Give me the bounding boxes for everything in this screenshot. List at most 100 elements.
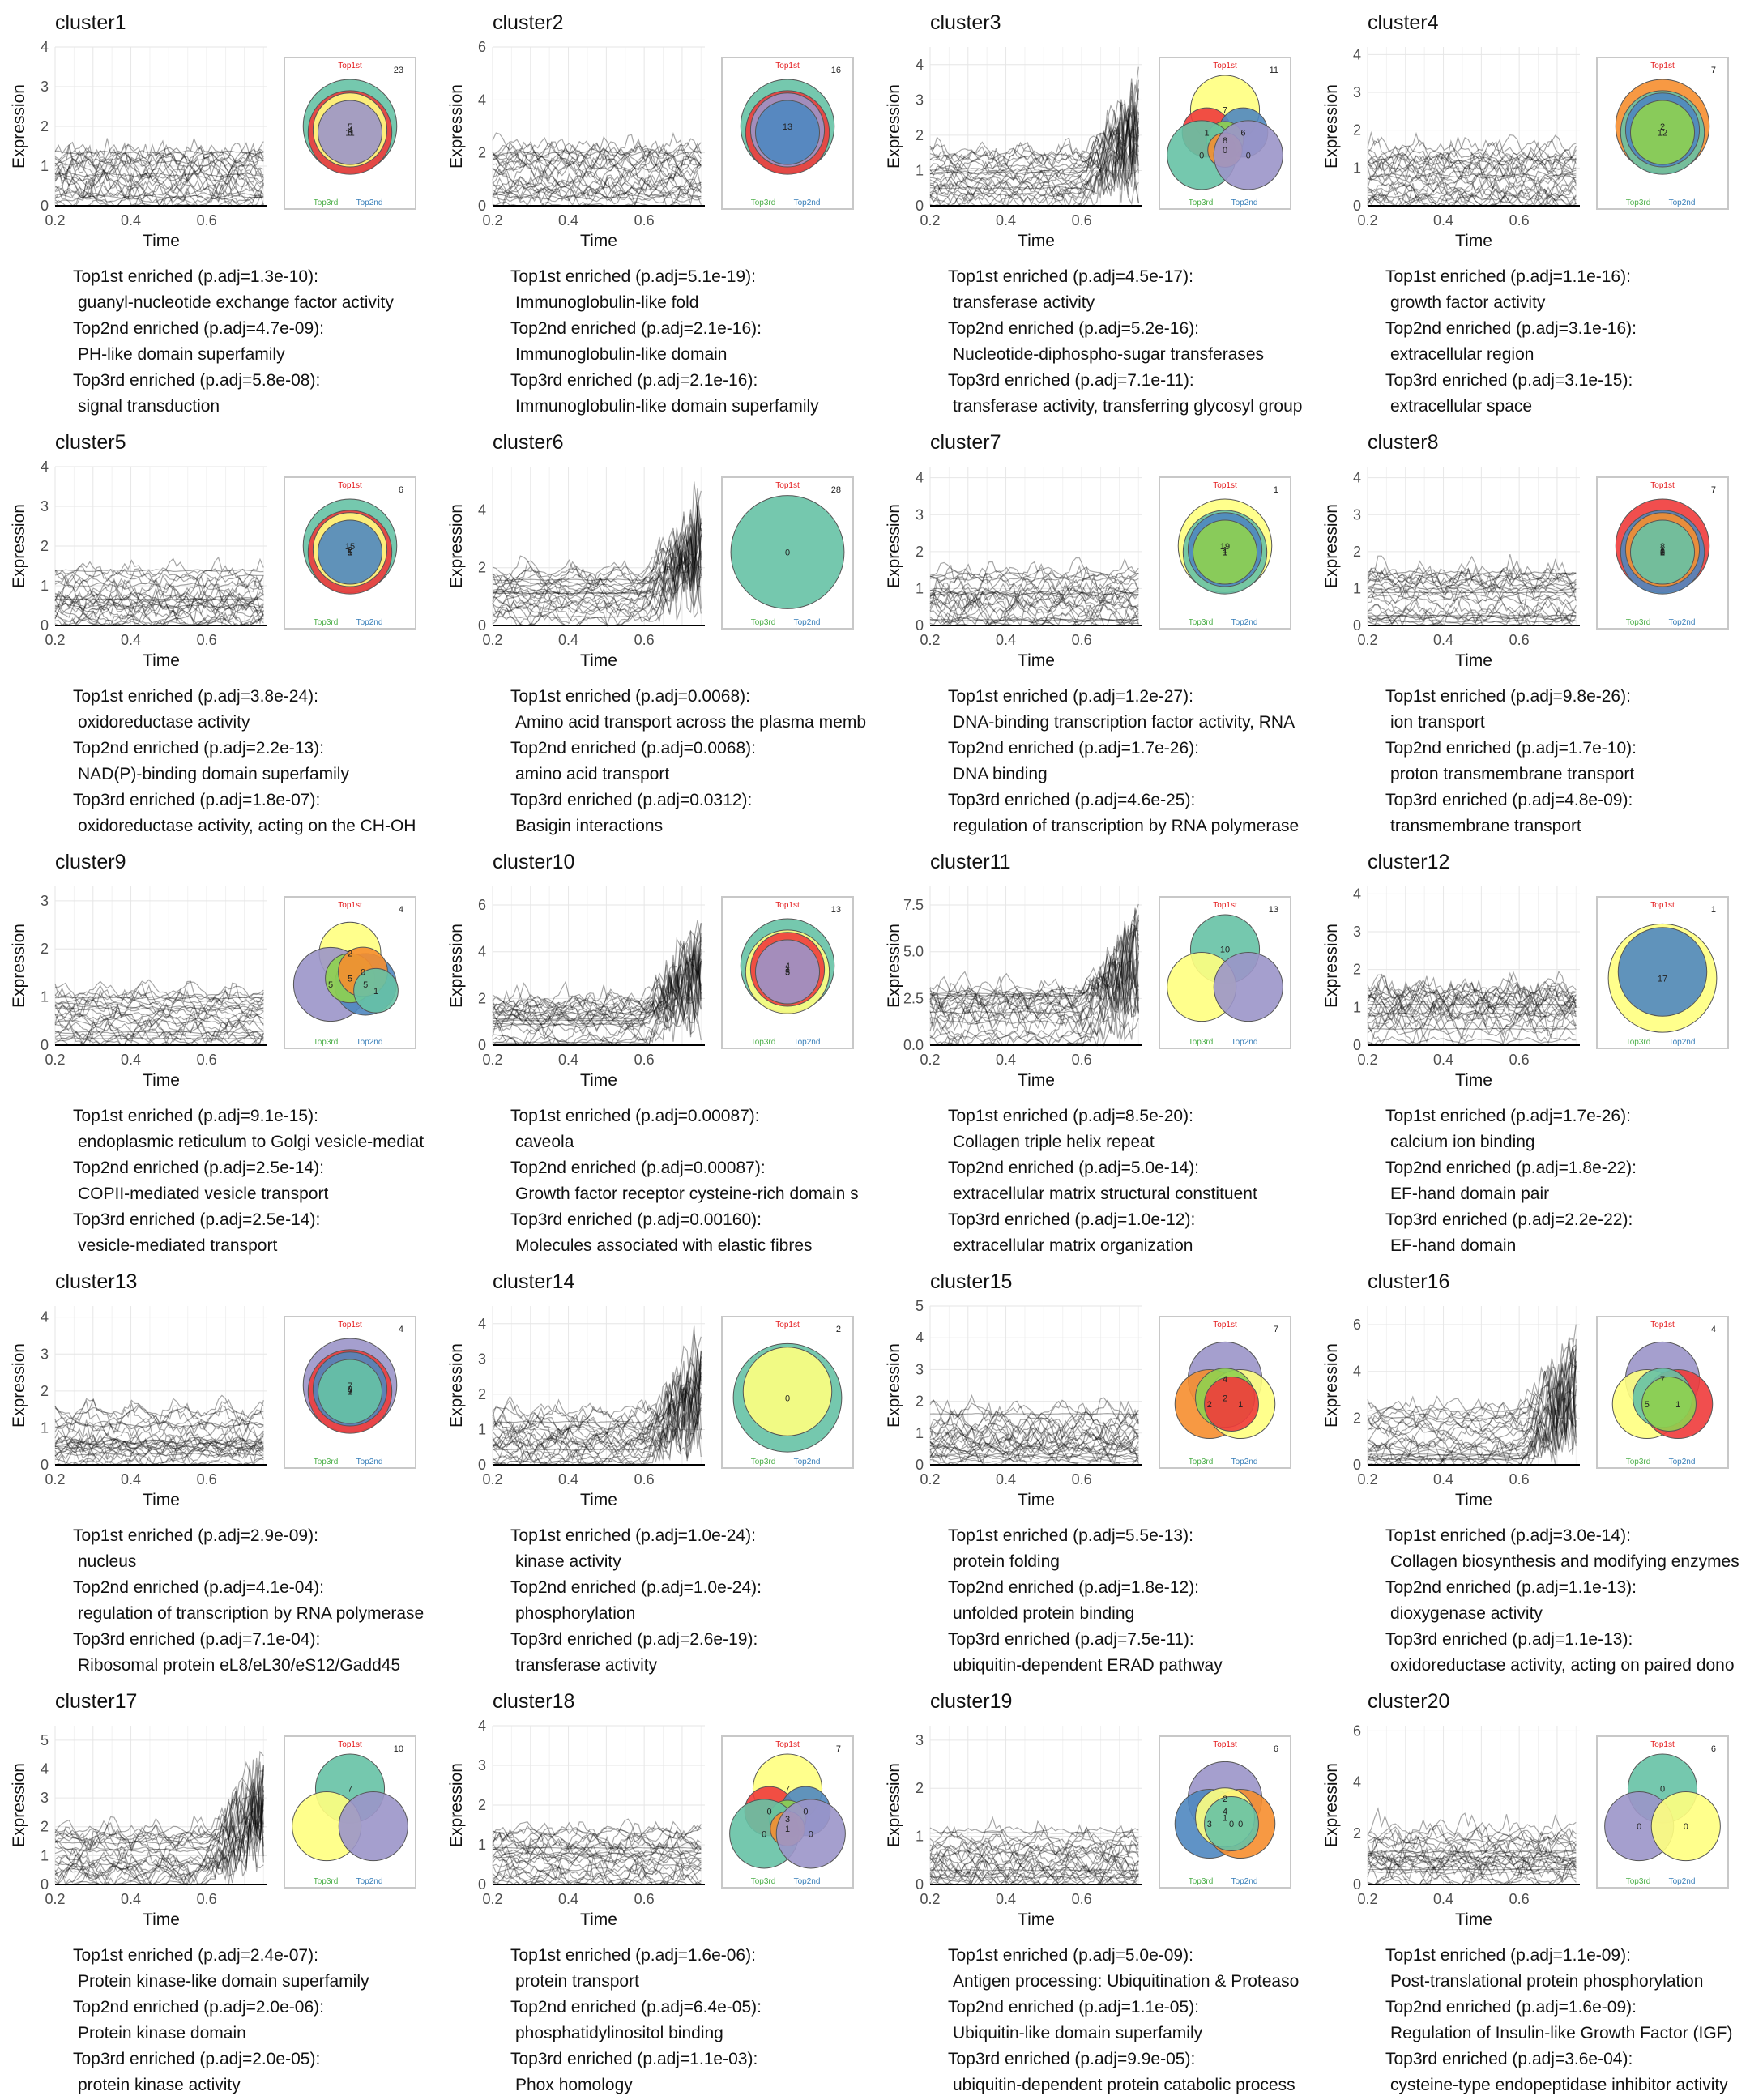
expression-trace xyxy=(492,178,702,194)
y-tick-label: 1 xyxy=(478,1421,486,1437)
venn-label-top2: Top2nd xyxy=(1669,1038,1696,1047)
expression-trace xyxy=(492,1394,702,1466)
venn-label-top1: Top1st xyxy=(1650,901,1675,910)
expression-trace xyxy=(1367,565,1577,591)
expression-trace xyxy=(492,923,702,1021)
venn-label-top2: Top2nd xyxy=(794,1877,821,1886)
expression-trace xyxy=(929,142,1139,205)
x-tick-label: 0.2 xyxy=(45,1891,65,1907)
venn-region-count: 2 xyxy=(348,949,352,958)
expression-trace xyxy=(54,600,264,610)
enrichment-term: kinase activity xyxy=(515,1552,621,1571)
enrichment-header: Top1st enriched (p.adj=1.3e-10): xyxy=(73,267,318,286)
expression-trace xyxy=(54,1769,264,1864)
x-tick-label: 0.6 xyxy=(197,1471,217,1488)
cluster-panel: cluster11 0.0 2.5 5.0 7.5 0.2 0.4 0.6 Time Expres… xyxy=(875,839,1312,1259)
x-tick-label: 0.4 xyxy=(996,212,1016,228)
cluster-panel: cluster16 0 2 4 6 0.2 0.4 0.6 Time Expression 4 7 5 1… xyxy=(1312,1259,1750,1679)
venn-region-count: 1 xyxy=(373,987,378,997)
expression-trace xyxy=(929,572,1139,585)
cluster-title: cluster7 xyxy=(930,431,1001,454)
venn-label-top2: Top2nd xyxy=(794,618,821,627)
expression-trace xyxy=(54,1761,264,1852)
y-tick-label: 2 xyxy=(478,1797,486,1813)
cluster-title: cluster15 xyxy=(930,1270,1013,1293)
expression-trace xyxy=(1367,595,1577,627)
x-axis-title: Time xyxy=(1455,651,1492,670)
expression-trace xyxy=(929,587,1139,612)
expression-line-chart: 0 2 4 6 0.2 0.4 0.6 Time Expression xyxy=(447,39,705,250)
x-tick-label: 0.4 xyxy=(558,1471,578,1488)
venn-diagram: 10 7 Top1st Top2nd Top3rd xyxy=(284,1735,416,1889)
enrichment-term: Molecules associated with elastic fibres xyxy=(515,1236,813,1255)
venn-outside-count: 13 xyxy=(831,905,841,915)
enrichment-summary: Top1st enriched (p.adj=1.7e-26): calcium … xyxy=(1385,1103,1750,1259)
x-axis-title: Time xyxy=(580,232,617,250)
expression-trace xyxy=(492,1864,702,1884)
venn-region-count: 5 xyxy=(363,980,368,990)
expression-trace xyxy=(929,1441,1139,1453)
cluster-title: cluster16 xyxy=(1368,1270,1450,1293)
venn-label-top1: Top1st xyxy=(1650,62,1675,70)
expression-trace xyxy=(1368,164,1577,195)
expression-line-chart: 0 2 4 0.2 0.4 0.6 Time Expression xyxy=(447,467,705,670)
x-tick-label: 0.6 xyxy=(197,1052,217,1068)
expression-trace xyxy=(54,1453,264,1466)
expression-trace xyxy=(492,1864,702,1885)
expression-trace xyxy=(54,156,264,185)
expression-trace xyxy=(54,990,264,1005)
x-tick-label: 0.6 xyxy=(197,1891,217,1907)
expression-trace xyxy=(54,565,264,596)
expression-trace xyxy=(1367,1000,1577,1040)
expression-trace xyxy=(1367,1000,1577,1035)
expression-trace xyxy=(492,1850,702,1865)
y-tick-label: 3 xyxy=(41,79,49,95)
venn-label-top1: Top1st xyxy=(1213,1740,1237,1749)
expression-line-chart: 0 1 2 3 4 0.2 0.4 0.6 Time Expression xyxy=(10,459,267,670)
expression-trace xyxy=(54,1445,264,1451)
venn-label-top1: Top1st xyxy=(338,62,362,70)
expression-trace xyxy=(54,990,264,1001)
enrichment-term: Protein kinase domain xyxy=(78,2024,246,2042)
y-tick-label: 2 xyxy=(41,1819,49,1835)
expression-trace xyxy=(492,527,702,627)
cluster-title: cluster17 xyxy=(55,1690,138,1713)
cluster-title: cluster20 xyxy=(1368,1690,1450,1713)
x-tick-label: 0.6 xyxy=(1509,1052,1530,1068)
y-axis-title: Expression xyxy=(1322,84,1341,169)
enrichment-header: Top2nd enriched (p.adj=1.1e-05): xyxy=(948,1998,1199,2017)
expression-trace xyxy=(929,1837,1139,1852)
venn-region-count: 1 xyxy=(1223,1813,1227,1823)
venn-region-count: 1 xyxy=(1205,129,1210,139)
x-tick-label: 0.4 xyxy=(121,1471,141,1488)
expression-trace xyxy=(929,920,1139,1012)
x-axis-title: Time xyxy=(1455,1491,1492,1509)
expression-trace xyxy=(54,591,264,604)
expression-trace xyxy=(929,927,1139,997)
expression-trace xyxy=(929,590,1139,598)
expression-trace xyxy=(54,1425,264,1454)
expression-trace xyxy=(1367,172,1577,184)
enrichment-header: Top1st enriched (p.adj=1.1e-16): xyxy=(1385,267,1631,286)
expression-trace xyxy=(54,1436,264,1449)
venn-label-top2: Top2nd xyxy=(356,1038,383,1047)
expression-trace xyxy=(54,1018,264,1026)
expression-trace xyxy=(929,916,1139,1000)
y-tick-label: 1 xyxy=(41,578,49,594)
expression-trace xyxy=(54,1031,264,1045)
expression-trace xyxy=(1367,1843,1577,1867)
enrichment-header: Top2nd enriched (p.adj=2.2e-13): xyxy=(73,739,324,758)
expression-trace xyxy=(54,150,264,171)
expression-trace xyxy=(929,1864,1139,1883)
enrichment-term: Phox homology xyxy=(515,2076,633,2094)
expression-trace xyxy=(54,1790,264,1886)
venn-region-count: 6 xyxy=(1240,129,1245,139)
enrichment-term: NAD(P)-binding domain superfamily xyxy=(78,765,349,783)
x-tick-label: 0.4 xyxy=(996,1471,1016,1488)
y-tick-label: 5 xyxy=(916,1298,924,1314)
enrichment-summary: Top1st enriched (p.adj=2.9e-09): nucleus T… xyxy=(73,1523,438,1679)
expression-trace xyxy=(54,1790,264,1855)
venn-label-top2: Top2nd xyxy=(1669,198,1696,207)
enrichment-term: EF-hand domain xyxy=(1390,1236,1517,1255)
expression-trace xyxy=(929,956,1139,1006)
